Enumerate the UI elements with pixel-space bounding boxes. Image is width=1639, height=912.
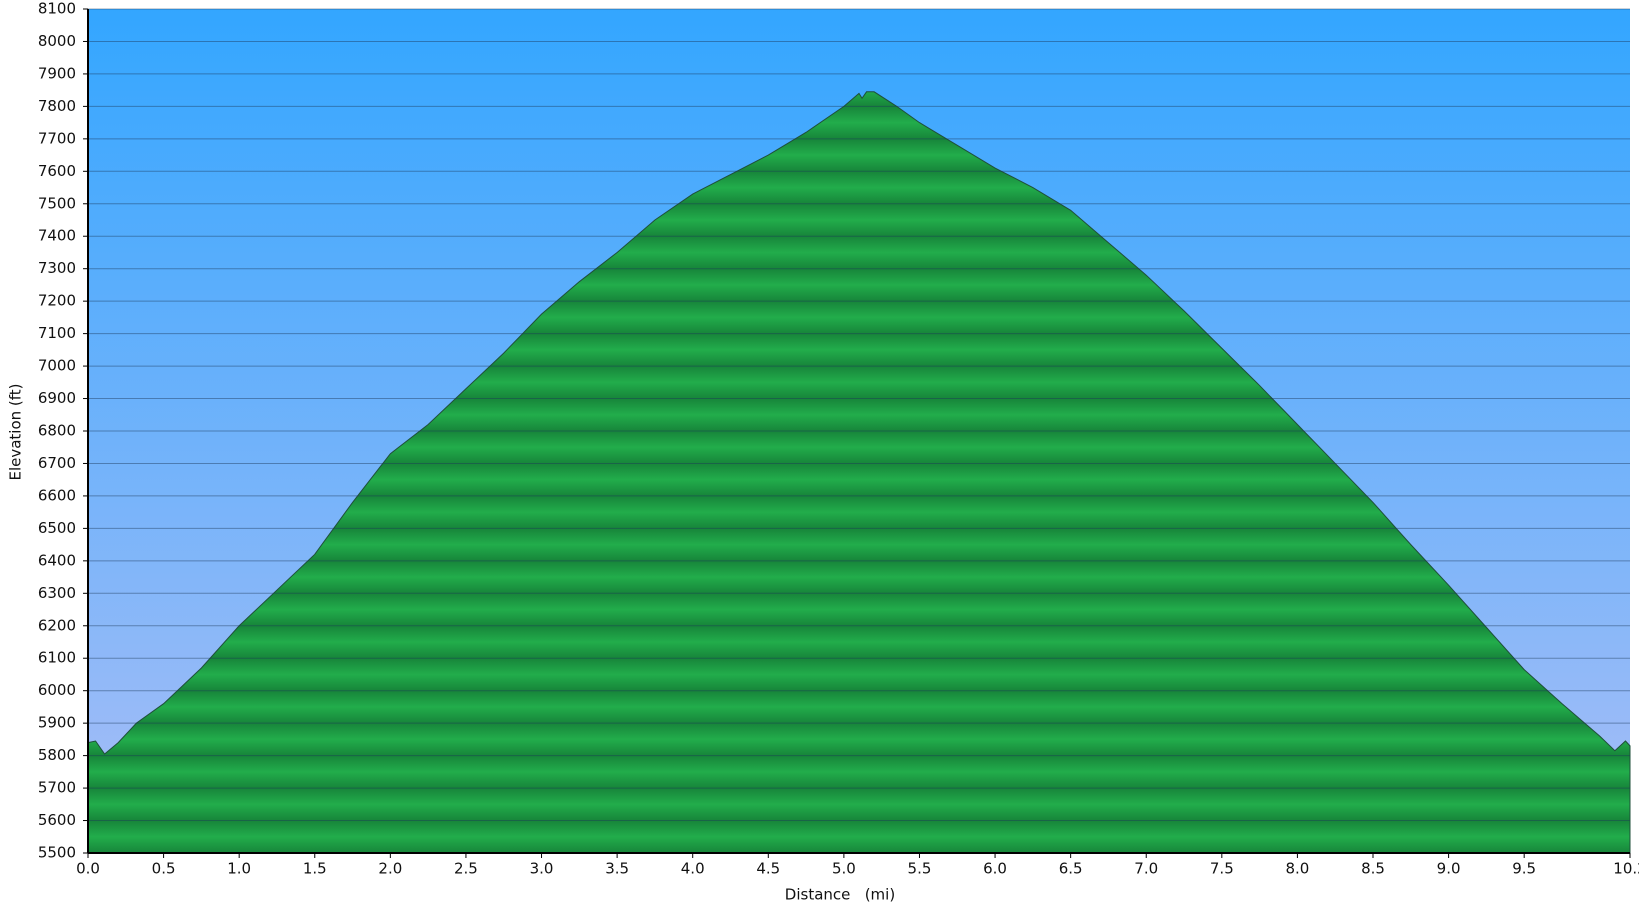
x-tick-label: 6.0 <box>983 860 1007 878</box>
x-tick-label: 3.0 <box>530 860 554 878</box>
x-tick-label: 8.5 <box>1361 860 1385 878</box>
y-tick-label: 7200 <box>38 292 76 310</box>
y-tick-label: 7300 <box>38 259 76 277</box>
y-tick-label: 6600 <box>38 486 76 504</box>
x-tick-label: 5.5 <box>908 860 932 878</box>
y-tick-label: 7000 <box>38 357 76 375</box>
x-tick-label: 2.0 <box>378 860 402 878</box>
y-tick-label: 6900 <box>38 389 76 407</box>
y-tick-label: 6200 <box>38 616 76 634</box>
x-tick-label: 4.5 <box>756 860 780 878</box>
y-tick-label: 6000 <box>38 681 76 699</box>
y-tick-label: 5700 <box>38 779 76 797</box>
x-tick-label: 3.5 <box>605 860 629 878</box>
x-tick-label: 7.0 <box>1134 860 1158 878</box>
x-tick-label: 6.5 <box>1059 860 1083 878</box>
y-tick-label: 5500 <box>38 844 76 862</box>
x-tick-label: 1.5 <box>303 860 327 878</box>
y-tick-label: 7800 <box>38 97 76 115</box>
x-tick-label: 2.5 <box>454 860 478 878</box>
x-tick-label: 0.0 <box>76 860 100 878</box>
x-tick-label: 10.2 <box>1613 860 1639 878</box>
y-tick-label: 6700 <box>38 454 76 472</box>
y-tick-label: 6800 <box>38 422 76 440</box>
y-tick-label: 7700 <box>38 129 76 147</box>
y-tick-label: 5900 <box>38 714 76 732</box>
x-tick-label: 5.0 <box>832 860 856 878</box>
y-tick-label: 7400 <box>38 227 76 245</box>
x-tick-label: 9.0 <box>1437 860 1461 878</box>
y-tick-label: 6500 <box>38 519 76 537</box>
x-tick-label: 8.0 <box>1285 860 1309 878</box>
y-tick-label: 7600 <box>38 162 76 180</box>
y-tick-label: 6400 <box>38 551 76 569</box>
y-tick-label: 6300 <box>38 584 76 602</box>
y-tick-label: 8000 <box>38 32 76 50</box>
x-axis-label: Distance (mi) <box>785 886 895 904</box>
elevation-area <box>87 91 1631 854</box>
x-tick-label: 9.5 <box>1512 860 1536 878</box>
y-tick-label: 5800 <box>38 746 76 764</box>
y-tick-label: 8100 <box>38 0 76 18</box>
x-tick-label: 1.0 <box>227 860 251 878</box>
y-axis-label: Elevation (ft) <box>7 383 25 480</box>
y-tick-label: 5600 <box>38 811 76 829</box>
x-tick-label: 4.0 <box>681 860 705 878</box>
y-tick-label: 7500 <box>38 194 76 212</box>
x-tick-label: 0.5 <box>152 860 176 878</box>
x-tick-label: 7.5 <box>1210 860 1234 878</box>
y-tick-label: 7900 <box>38 64 76 82</box>
y-tick-label: 7100 <box>38 324 76 342</box>
y-tick-label: 6100 <box>38 649 76 667</box>
